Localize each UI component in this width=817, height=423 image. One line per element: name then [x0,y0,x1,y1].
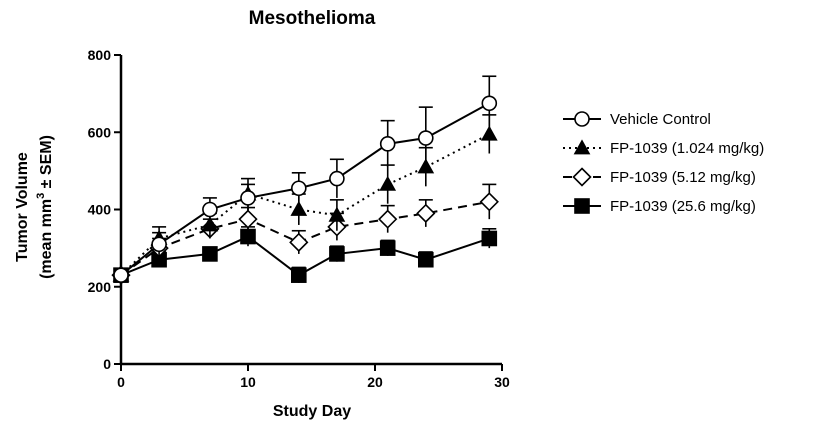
x-tick-label: 30 [494,374,510,390]
legend-marker [573,139,591,155]
data-point [416,203,436,223]
data-point [151,236,167,253]
y-axis-label-line1: Tumor Volume [14,152,31,262]
data-point [329,246,345,262]
series-line [120,133,490,276]
data-point [289,232,309,252]
data-point [240,190,256,206]
data-point [417,130,434,146]
legend-item-2: FP-1039 (1.024 mg/kg) [563,139,764,157]
data-point [290,180,307,197]
y-tick-label: 0 [103,356,111,372]
data-point [240,228,256,245]
legend-item-4: FP-1039 (25.6 mg/kg) [563,198,756,215]
legend-label: FP-1039 (5.12 mg/kg) [610,169,756,186]
axis-ticks: 0 200 400 600 800 0 10 20 30 [88,47,510,390]
plot-area [111,75,499,285]
x-tick-label: 20 [367,374,383,390]
legend-marker [574,198,590,214]
data-point [481,230,498,247]
y-axis-label-suffix: ± SEM) [38,135,55,193]
x-axis-label: Study Day [273,403,351,420]
series-1 [113,75,498,283]
data-point [329,170,345,187]
legend: Vehicle Control FP-1039 (1.024 mg/kg) FP-1… [563,111,764,215]
data-point [378,209,398,229]
y-tick-label: 600 [88,124,112,140]
y-axis-label-superscript: 3 [35,193,47,199]
data-point [479,192,499,212]
x-tick-label: 0 [117,374,125,390]
data-point [417,251,434,268]
data-point [201,216,219,232]
y-axis-label-line2: (mean mm3 ± SEM) [35,135,55,279]
legend-label: FP-1039 (25.6 mg/kg) [610,198,756,215]
data-point [202,201,218,218]
data-point [379,240,396,256]
data-point [238,209,258,229]
data-point [113,267,129,283]
y-axis-label-prefix: (mean mm [38,199,55,279]
legend-label: Vehicle Control [610,111,711,128]
legend-marker [572,167,592,187]
legend-item-3: FP-1039 (5.12 mg/kg) [563,167,756,187]
series-4 [113,226,498,283]
legend-marker [574,111,590,127]
y-tick-label: 200 [88,279,112,295]
data-point [290,267,307,283]
data-point [481,95,498,112]
data-point [379,175,397,191]
legend-label: FP-1039 (1.024 mg/kg) [610,140,764,157]
data-point [290,200,308,216]
legend-item-1: Vehicle Control [563,111,711,128]
y-tick-label: 800 [88,47,112,63]
data-point [379,136,396,152]
data-point [202,246,218,262]
data-point [480,125,498,141]
chart-title: Mesothelioma [249,8,376,29]
y-axis-label: Tumor Volume (mean mm3 ± SEM) [14,135,55,279]
data-point [328,206,346,222]
y-tick-label: 400 [88,202,112,218]
x-tick-label: 10 [240,374,256,390]
